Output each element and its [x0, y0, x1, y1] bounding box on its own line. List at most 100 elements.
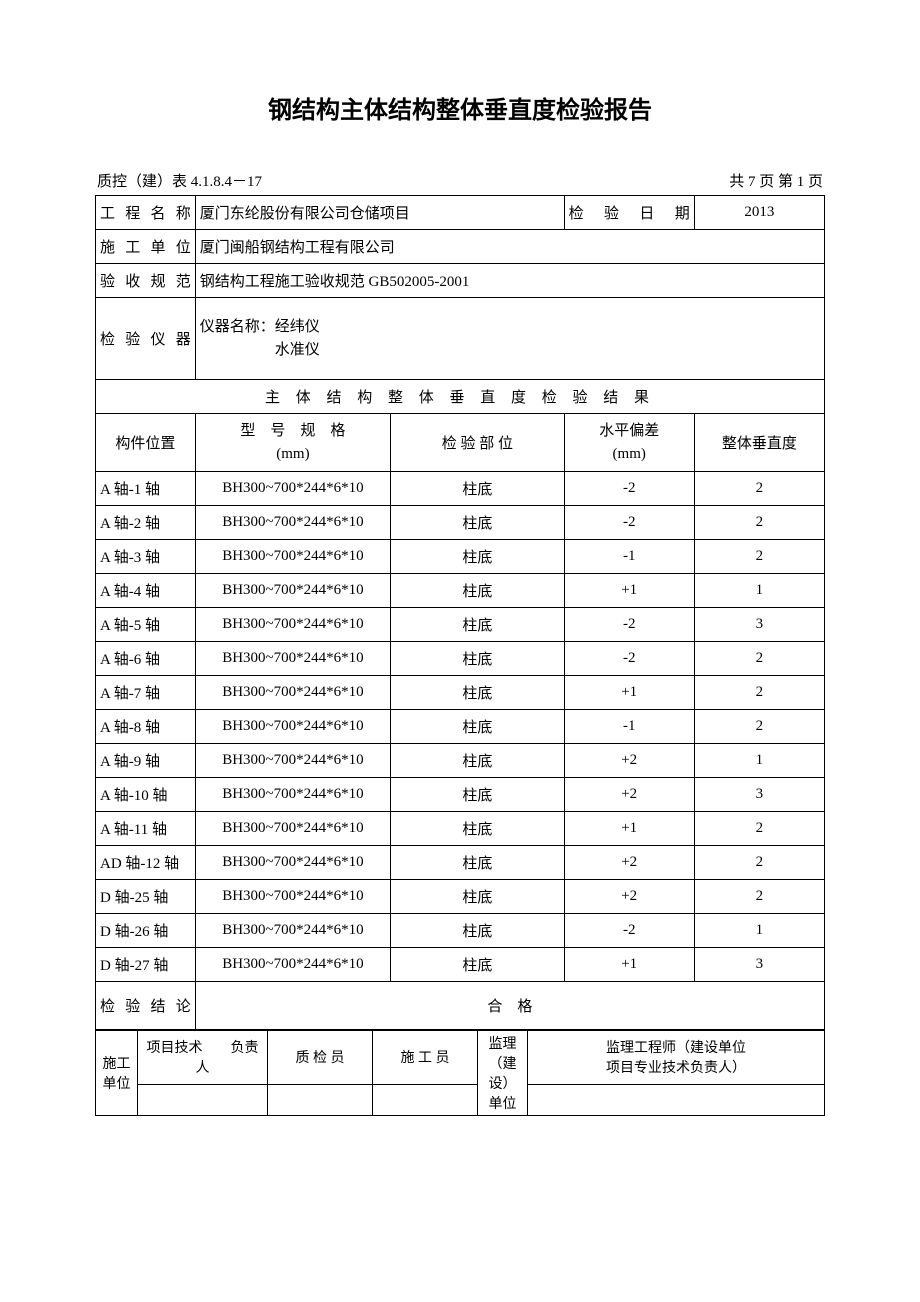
cell-verticality: 3	[694, 608, 824, 642]
cell-position: A 轴-9 轴	[96, 744, 196, 778]
sig-construction-unit-label: 施工单位	[96, 1031, 138, 1116]
col-deviation: 水平偏差 (mm)	[564, 414, 694, 472]
table-row: A 轴-2 轴BH300~700*244*6*10柱底-22	[96, 506, 825, 540]
cell-part: 柱底	[391, 506, 565, 540]
cell-model: BH300~700*244*6*10	[195, 676, 390, 710]
cell-model: BH300~700*244*6*10	[195, 948, 390, 982]
table-row: A 轴-9 轴BH300~700*244*6*10柱底+21	[96, 744, 825, 778]
cell-model: BH300~700*244*6*10	[195, 642, 390, 676]
cell-part: 柱底	[391, 608, 565, 642]
form-code: 质控（建）表 4.1.8.4－17	[97, 170, 262, 191]
instrument-label: 检验仪器	[96, 298, 196, 380]
cell-model: BH300~700*244*6*10	[195, 812, 390, 846]
cell-position: A 轴-5 轴	[96, 608, 196, 642]
table-row: D 轴-25 轴BH300~700*244*6*10柱底+22	[96, 880, 825, 914]
cell-deviation: -1	[564, 540, 694, 574]
cell-model: BH300~700*244*6*10	[195, 846, 390, 880]
cell-verticality: 3	[694, 778, 824, 812]
cell-position: A 轴-6 轴	[96, 642, 196, 676]
instrument-value: 仪器名称：经纬仪 水准仪	[195, 298, 824, 380]
cell-part: 柱底	[391, 812, 565, 846]
sig-tech-leader: 项目技术 负责人	[138, 1031, 268, 1085]
section-title-row: 主 体 结 构 整 体 垂 直 度 检 验 结 果	[96, 380, 825, 414]
cell-part: 柱底	[391, 846, 565, 880]
table-row: A 轴-11 轴BH300~700*244*6*10柱底+12	[96, 812, 825, 846]
sig-inspector: 质 检 员	[268, 1031, 373, 1085]
sig-supervision-engineer-value	[528, 1084, 825, 1115]
results-section-title: 主 体 结 构 整 体 垂 直 度 检 验 结 果	[96, 380, 825, 414]
cell-position: D 轴-25 轴	[96, 880, 196, 914]
acceptance-spec-label: 验收规范	[96, 264, 196, 298]
cell-position: A 轴-11 轴	[96, 812, 196, 846]
cell-model: BH300~700*244*6*10	[195, 540, 390, 574]
cell-verticality: 2	[694, 710, 824, 744]
sig-supervision-engineer: 监理工程师（建设单位 项目专业技术负责人）	[528, 1031, 825, 1085]
page-info: 共 7 页 第 1 页	[729, 170, 823, 191]
cell-deviation: -2	[564, 472, 694, 506]
cell-part: 柱底	[391, 880, 565, 914]
cell-position: A 轴-8 轴	[96, 710, 196, 744]
cell-part: 柱底	[391, 472, 565, 506]
instrument-line1: 仪器名称：经纬仪	[200, 316, 820, 339]
sig-tech-leader-value	[138, 1084, 268, 1115]
cell-part: 柱底	[391, 574, 565, 608]
cell-position: D 轴-26 轴	[96, 914, 196, 948]
sig-supervision-engineer-line1: 监理工程师（建设单位	[532, 1037, 820, 1057]
project-name: 厦门东纶股份有限公司仓储项目	[195, 196, 564, 230]
column-header-row: 构件位置 型 号 规 格 (mm) 检 验 部 位 水平偏差 (mm) 整体垂直…	[96, 414, 825, 472]
cell-model: BH300~700*244*6*10	[195, 506, 390, 540]
table-row: A 轴-7 轴BH300~700*244*6*10柱底+12	[96, 676, 825, 710]
col-verticality: 整体垂直度	[694, 414, 824, 472]
col-model-line2: (mm)	[200, 443, 386, 466]
cell-verticality: 2	[694, 880, 824, 914]
cell-verticality: 2	[694, 846, 824, 880]
cell-verticality: 1	[694, 744, 824, 778]
sig-supervision-engineer-line2: 项目专业技术负责人）	[532, 1057, 820, 1077]
construction-unit-label: 施工单位	[96, 230, 196, 264]
cell-deviation: -1	[564, 710, 694, 744]
project-name-label: 工程名称	[96, 196, 196, 230]
table-row: A 轴-10 轴BH300~700*244*6*10柱底+23	[96, 778, 825, 812]
cell-position: A 轴-2 轴	[96, 506, 196, 540]
cell-model: BH300~700*244*6*10	[195, 472, 390, 506]
table-row: A 轴-1 轴BH300~700*244*6*10柱底-22	[96, 472, 825, 506]
cell-verticality: 2	[694, 642, 824, 676]
cell-deviation: -2	[564, 642, 694, 676]
construction-unit: 厦门闽船钢结构工程有限公司	[195, 230, 824, 264]
table-row: D 轴-27 轴BH300~700*244*6*10柱底+13	[96, 948, 825, 982]
signature-header-row: 施工单位 项目技术 负责人 质 检 员 施 工 员 监理（建设）单位 监理工程师…	[96, 1031, 825, 1085]
cell-part: 柱底	[391, 710, 565, 744]
cell-part: 柱底	[391, 948, 565, 982]
cell-verticality: 1	[694, 574, 824, 608]
cell-verticality: 1	[694, 914, 824, 948]
cell-position: A 轴-3 轴	[96, 540, 196, 574]
instrument-line2: 水准仪	[200, 339, 820, 362]
cell-deviation: +2	[564, 778, 694, 812]
table-row: A 轴-4 轴BH300~700*244*6*10柱底+11	[96, 574, 825, 608]
cell-position: D 轴-27 轴	[96, 948, 196, 982]
sig-worker-value	[373, 1084, 478, 1115]
cell-verticality: 2	[694, 506, 824, 540]
cell-deviation: -2	[564, 506, 694, 540]
table-row: A 轴-6 轴BH300~700*244*6*10柱底-22	[96, 642, 825, 676]
cell-model: BH300~700*244*6*10	[195, 914, 390, 948]
table-row: D 轴-26 轴BH300~700*244*6*10柱底-21	[96, 914, 825, 948]
header-row: 质控（建）表 4.1.8.4－17 共 7 页 第 1 页	[95, 170, 825, 191]
cell-verticality: 3	[694, 948, 824, 982]
conclusion-value: 合 格	[195, 982, 824, 1030]
cell-model: BH300~700*244*6*10	[195, 880, 390, 914]
conclusion-label: 检验结论	[96, 982, 196, 1030]
col-inspection-part: 检 验 部 位	[391, 414, 565, 472]
cell-part: 柱底	[391, 540, 565, 574]
table-row: AD 轴-12 轴BH300~700*244*6*10柱底+22	[96, 846, 825, 880]
cell-part: 柱底	[391, 914, 565, 948]
cell-model: BH300~700*244*6*10	[195, 574, 390, 608]
cell-position: AD 轴-12 轴	[96, 846, 196, 880]
table-row: A 轴-5 轴BH300~700*244*6*10柱底-23	[96, 608, 825, 642]
cell-position: A 轴-1 轴	[96, 472, 196, 506]
cell-deviation: +1	[564, 948, 694, 982]
acceptance-spec: 钢结构工程施工验收规范 GB502005-2001	[195, 264, 824, 298]
cell-verticality: 2	[694, 676, 824, 710]
cell-deviation: +1	[564, 676, 694, 710]
cell-deviation: +2	[564, 744, 694, 778]
